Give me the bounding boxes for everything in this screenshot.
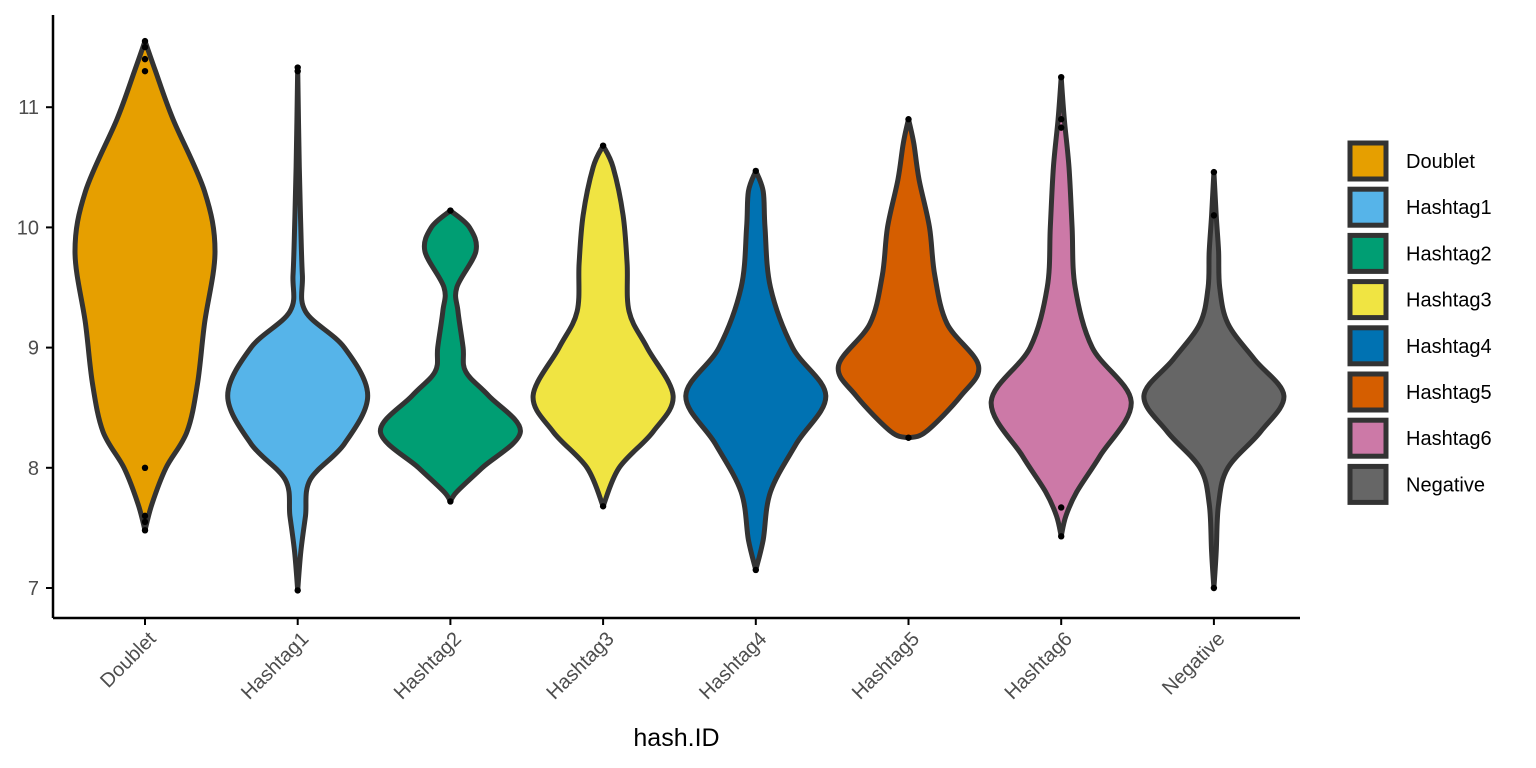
legend-key-hashtag3	[1347, 279, 1389, 321]
data-point	[141, 464, 149, 471]
data-point	[141, 518, 149, 526]
x-tick-label: Hashtag1	[237, 628, 313, 704]
legend-label: Hashtag6	[1406, 428, 1492, 450]
legend-key-hashtag2	[1347, 232, 1389, 274]
violin-negative	[1141, 169, 1287, 591]
y-tick-label: 11	[18, 97, 39, 119]
data-point	[1058, 124, 1065, 131]
legend-label: Doublet	[1406, 151, 1475, 173]
data-point	[447, 498, 454, 505]
data-point	[599, 503, 607, 510]
data-point	[1210, 212, 1218, 219]
violin-hashtag1	[225, 65, 371, 593]
data-point	[141, 67, 149, 75]
data-point	[1210, 584, 1218, 592]
legend-key-hashtag5	[1347, 371, 1389, 413]
legend-label: Negative	[1406, 474, 1485, 496]
legend-key-negative	[1347, 463, 1389, 505]
data-point	[294, 587, 301, 594]
y-axis-ticks: 7 8 9 10 11	[17, 97, 53, 600]
data-point	[141, 512, 149, 520]
x-tick-label: Hashtag4	[695, 628, 771, 704]
data-point	[141, 37, 149, 45]
data-point	[141, 55, 149, 63]
legend-label: Hashtag1	[1406, 197, 1492, 219]
data-point	[905, 434, 912, 441]
legend-key-hashtag1	[1347, 186, 1389, 228]
legend: Doublet Hashtag1 Hashtag2 Hashtag3 Hashtag4 H…	[1347, 140, 1492, 505]
violin-doublet	[72, 38, 218, 533]
y-tick-label: 8	[28, 458, 39, 480]
x-tick-label: Hashtag5	[848, 628, 924, 704]
violins-layer	[72, 38, 1287, 593]
data-point	[294, 64, 301, 71]
data-point	[141, 527, 149, 534]
data-point	[1058, 73, 1065, 81]
violin-hashtag2	[377, 208, 523, 504]
x-axis-title: hash.ID	[633, 724, 719, 752]
y-tick-label: 9	[28, 338, 39, 360]
violin-hashtag4	[683, 168, 829, 573]
x-tick-label: Negative	[1158, 628, 1229, 699]
legend-label: Hashtag5	[1406, 382, 1492, 404]
legend-label: Hashtag2	[1406, 243, 1492, 265]
violin-hashtag3	[530, 143, 676, 509]
y-tick-label: 10	[17, 217, 39, 239]
violin-hashtag5	[835, 116, 982, 441]
x-tick-label: Hashtag3	[543, 628, 619, 704]
data-point	[447, 207, 454, 214]
x-tick-label: Hashtag6	[1001, 628, 1077, 704]
legend-key-hashtag4	[1347, 325, 1389, 367]
data-point	[752, 566, 759, 574]
legend-label: Hashtag3	[1406, 290, 1492, 312]
legend-key-doublet	[1347, 140, 1389, 182]
data-point	[141, 43, 149, 51]
x-axis-ticks: Doublet Hashtag1 Hashtag2 Hashtag3 Hashtag4 H…	[96, 618, 1229, 704]
data-point	[599, 142, 607, 149]
data-point	[905, 116, 912, 123]
legend-label: Hashtag4	[1406, 336, 1492, 358]
data-point	[1058, 504, 1065, 511]
data-point	[1058, 116, 1065, 123]
x-tick-label: Doublet	[96, 628, 161, 693]
data-point	[1210, 168, 1218, 176]
violin-hashtag6	[988, 74, 1134, 539]
data-point	[1058, 533, 1065, 540]
x-tick-label: Hashtag2	[390, 628, 466, 704]
y-tick-label: 7	[28, 578, 39, 600]
legend-key-hashtag6	[1347, 417, 1389, 459]
data-point	[752, 167, 759, 175]
points-layer	[141, 37, 1218, 594]
